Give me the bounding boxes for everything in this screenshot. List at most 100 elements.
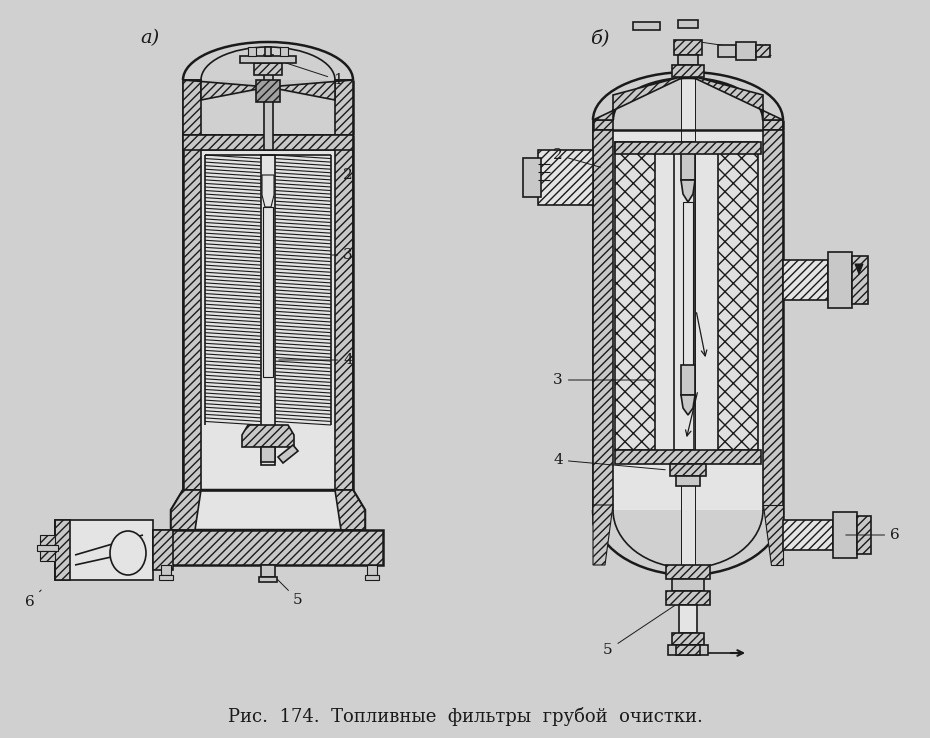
Polygon shape	[335, 490, 365, 530]
Bar	[681, 40, 695, 635]
Bar	[833, 512, 857, 558]
Bar	[674, 40, 702, 55]
Bar	[37, 545, 58, 551]
Text: 3: 3	[553, 373, 651, 387]
Bar	[828, 252, 852, 308]
Bar	[256, 80, 280, 102]
Bar	[263, 207, 273, 377]
Polygon shape	[763, 120, 783, 130]
Bar	[201, 145, 335, 490]
Bar	[40, 551, 55, 561]
Bar	[261, 155, 275, 465]
Polygon shape	[171, 490, 201, 530]
Text: 6: 6	[25, 590, 41, 609]
Text: 1: 1	[703, 42, 773, 59]
Bar	[683, 202, 693, 370]
Bar	[668, 645, 708, 655]
Bar	[261, 447, 275, 462]
Bar	[681, 150, 695, 180]
Text: Рис.  174.  Топливные  фильтры  грубой  очистки.: Рис. 174. Топливные фильтры грубой очист…	[228, 706, 702, 725]
Bar	[265, 47, 271, 56]
Text: 4: 4	[553, 453, 665, 470]
Polygon shape	[593, 75, 688, 120]
Bar	[852, 256, 868, 304]
Bar	[523, 158, 541, 197]
Text: 3: 3	[332, 248, 352, 262]
Bar	[718, 45, 736, 57]
Bar	[676, 476, 700, 486]
Bar	[857, 516, 871, 554]
Polygon shape	[335, 80, 353, 135]
Text: 2: 2	[553, 148, 601, 168]
Bar	[615, 142, 655, 450]
Polygon shape	[183, 80, 201, 135]
Bar	[264, 55, 273, 150]
Text: 2: 2	[343, 168, 352, 182]
Bar	[666, 565, 710, 579]
Bar	[672, 65, 704, 77]
Polygon shape	[763, 505, 783, 565]
Bar	[672, 579, 704, 591]
Polygon shape	[268, 80, 353, 100]
Text: 5: 5	[604, 601, 681, 657]
Polygon shape	[171, 490, 365, 530]
Bar	[159, 575, 173, 580]
Text: 5: 5	[277, 579, 303, 607]
Bar	[367, 565, 377, 575]
Polygon shape	[855, 264, 863, 274]
Polygon shape	[593, 130, 613, 510]
Bar	[783, 260, 828, 300]
Bar	[254, 63, 282, 75]
Text: 6: 6	[845, 528, 900, 542]
Bar	[615, 142, 761, 154]
Polygon shape	[278, 445, 298, 463]
Bar	[756, 45, 770, 57]
Bar	[40, 535, 55, 545]
Polygon shape	[688, 75, 783, 120]
Polygon shape	[681, 395, 695, 415]
Polygon shape	[183, 135, 201, 490]
Polygon shape	[240, 56, 296, 63]
Text: б): б)	[590, 29, 609, 47]
Bar	[783, 520, 833, 550]
Polygon shape	[763, 130, 783, 510]
Bar	[678, 55, 698, 65]
Polygon shape	[183, 80, 268, 100]
Bar	[538, 150, 593, 205]
Bar	[261, 565, 275, 577]
Bar	[736, 42, 756, 60]
Polygon shape	[183, 80, 353, 100]
Bar	[365, 575, 379, 580]
Polygon shape	[153, 530, 173, 570]
Bar	[676, 645, 700, 655]
Bar	[615, 450, 761, 464]
Polygon shape	[593, 505, 613, 565]
Polygon shape	[593, 120, 613, 130]
Bar	[678, 20, 698, 28]
Polygon shape	[183, 135, 353, 150]
Bar	[674, 142, 694, 450]
Bar	[672, 633, 704, 645]
Polygon shape	[55, 520, 153, 580]
Text: a): a)	[140, 29, 159, 47]
Polygon shape	[153, 530, 383, 565]
Polygon shape	[633, 22, 660, 30]
Polygon shape	[280, 47, 288, 56]
Bar	[718, 142, 758, 450]
Polygon shape	[262, 175, 274, 207]
Polygon shape	[248, 47, 256, 56]
Bar	[666, 591, 710, 605]
Polygon shape	[242, 425, 294, 447]
Text: 1: 1	[286, 63, 343, 87]
Text: 4: 4	[279, 353, 352, 367]
Bar	[679, 605, 697, 633]
Polygon shape	[55, 520, 70, 580]
Bar	[670, 464, 706, 476]
Polygon shape	[681, 180, 695, 202]
Polygon shape	[335, 135, 353, 490]
Bar	[259, 577, 277, 582]
Bar	[681, 365, 695, 395]
Bar	[613, 130, 763, 510]
Ellipse shape	[110, 531, 146, 575]
Bar	[161, 565, 171, 575]
